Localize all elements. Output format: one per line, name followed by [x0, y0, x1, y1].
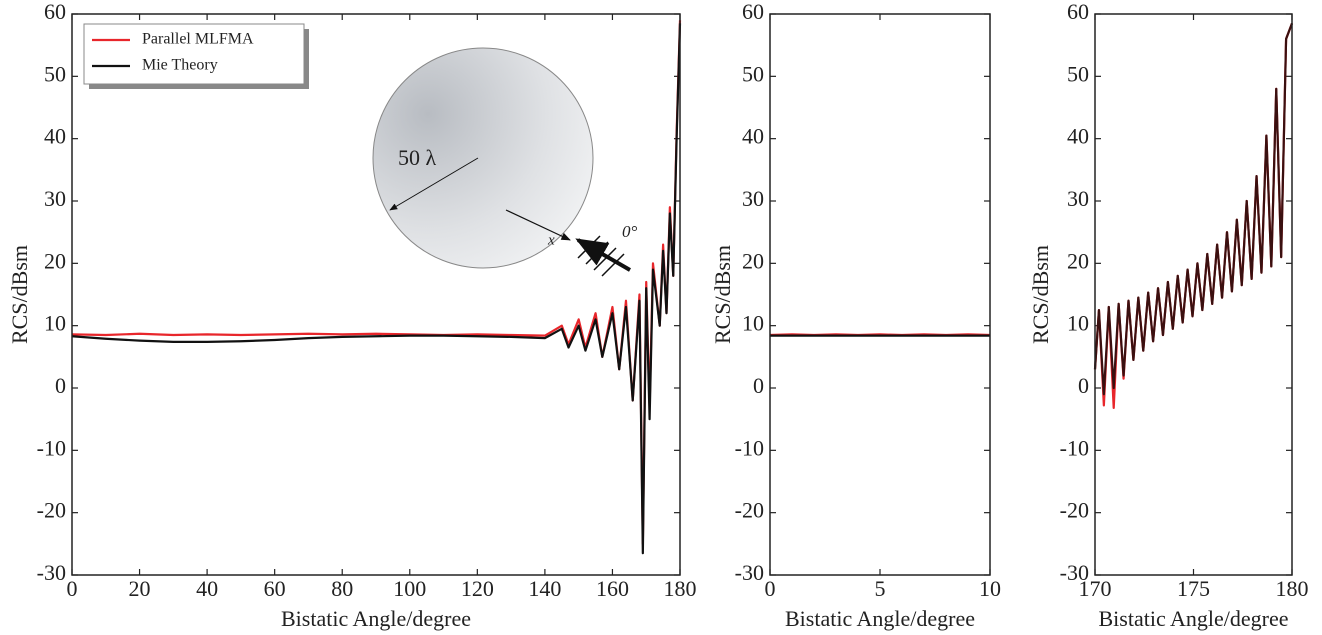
plot-area	[72, 14, 680, 575]
x-tick-label: 80	[331, 576, 353, 601]
x-tick-label: 0	[67, 576, 78, 601]
y-tick-label: 40	[742, 124, 764, 149]
y-axis-label: RCS/dBsm	[7, 245, 32, 344]
x-tick-label: 180	[664, 576, 697, 601]
legend-label: Parallel MLFMA	[142, 31, 254, 48]
y-tick-label: -10	[37, 435, 66, 460]
y-axis-label: RCS/dBsm	[710, 245, 735, 344]
x-tick-label: 0	[765, 576, 776, 601]
y-tick-label: 60	[742, 0, 764, 24]
x-tick-label: 120	[461, 576, 494, 601]
y-tick-label: -30	[37, 560, 66, 585]
y-tick-label: -10	[735, 435, 764, 460]
y-tick-label: -30	[1060, 560, 1089, 585]
x-tick-label: 40	[196, 576, 218, 601]
y-tick-label: 20	[1067, 248, 1089, 273]
y-tick-label: -10	[1060, 435, 1089, 460]
series-line	[71, 23, 682, 555]
y-tick-label: 60	[1067, 0, 1089, 24]
x-tick-label: 140	[528, 576, 561, 601]
frame	[1094, 13, 1293, 576]
y-axis-label: RCS/dBsm	[1028, 245, 1053, 344]
y-tick-label: 10	[742, 311, 764, 336]
y-tick-label: 0	[1078, 373, 1089, 398]
y-tick-label: -30	[735, 560, 764, 585]
annotation: x	[547, 232, 555, 248]
y-tick-label: 50	[44, 61, 66, 86]
y-tick-label: 10	[44, 311, 66, 336]
series-line	[1093, 22, 1294, 396]
x-tick-label: 60	[264, 576, 286, 601]
y-tick-label: 60	[44, 0, 66, 24]
y-tick-label: 0	[55, 373, 66, 398]
x-axis-label: Bistatic Angle/degree	[1099, 606, 1289, 631]
x-axis-label: Bistatic Angle/degree	[785, 606, 975, 631]
y-tick-label: 20	[742, 248, 764, 273]
y-tick-label: 30	[742, 186, 764, 211]
frame	[769, 13, 991, 576]
frame	[71, 13, 681, 576]
y-tick-label: -20	[735, 498, 764, 523]
y-tick-label: -20	[1060, 498, 1089, 523]
x-tick-label: 10	[979, 576, 1001, 601]
y-tick-label: -20	[37, 498, 66, 523]
x-tick-label: 100	[393, 576, 426, 601]
x-tick-label: 20	[129, 576, 151, 601]
y-tick-label: 50	[1067, 61, 1089, 86]
x-tick-label: 180	[1276, 576, 1309, 601]
x-tick-label: 5	[875, 576, 886, 601]
plot-area	[770, 14, 990, 575]
x-tick-label: 175	[1177, 576, 1210, 601]
annotation: 0°	[622, 222, 638, 241]
y-tick-label: 20	[44, 248, 66, 273]
annotation: 50 λ	[398, 145, 437, 170]
legend-box	[83, 23, 305, 85]
y-tick-label: 0	[753, 373, 764, 398]
legend-label: Mie Theory	[142, 57, 218, 74]
y-tick-label: 40	[44, 124, 66, 149]
x-tick-label: 170	[1079, 576, 1112, 601]
y-tick-label: 40	[1067, 124, 1089, 149]
y-tick-label: 50	[742, 61, 764, 86]
y-tick-label: 10	[1067, 311, 1089, 336]
y-tick-label: 30	[1067, 186, 1089, 211]
x-axis-label: Bistatic Angle/degree	[281, 606, 471, 631]
y-tick-label: 30	[44, 186, 66, 211]
inset-diagram: 50 λ x 0°	[372, 47, 638, 277]
x-tick-label: 160	[596, 576, 629, 601]
